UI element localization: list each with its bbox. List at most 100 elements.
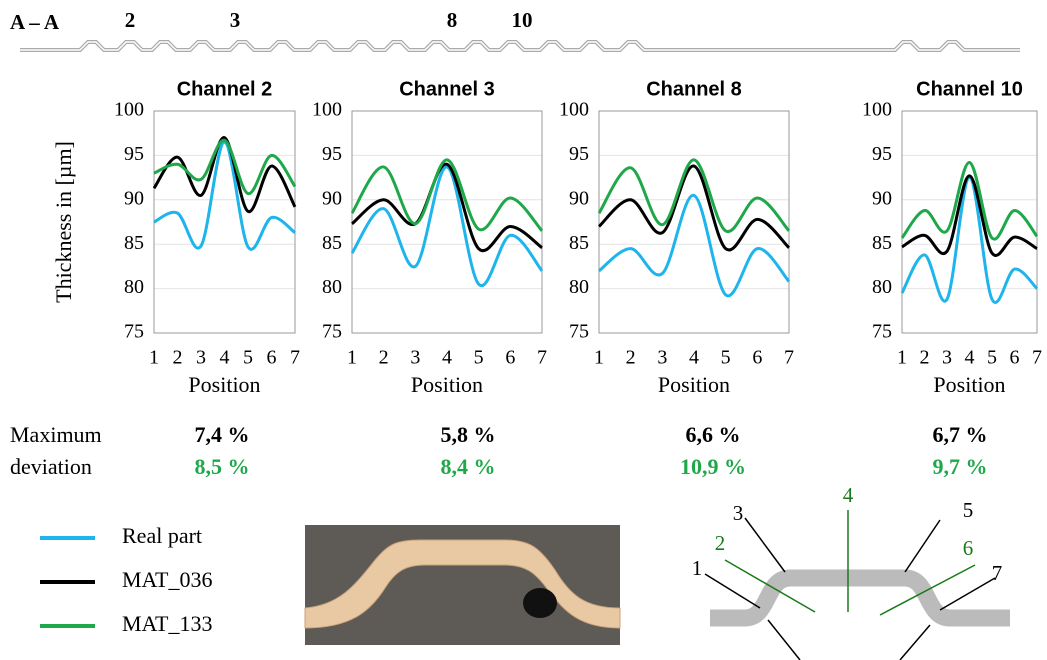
y-tick-label: 100 <box>114 99 144 121</box>
x-tick-label: 1 <box>347 347 357 369</box>
deviation-label: Maximum <box>10 422 102 447</box>
x-tick-label: 6 <box>752 347 762 369</box>
x-tick-label: 7 <box>1032 347 1042 369</box>
y-axis-label: Thickness in [µm] <box>51 141 76 303</box>
y-tick-label: 90 <box>872 187 892 209</box>
legend-label: MAT_133 <box>122 611 212 636</box>
channel-label: 8 <box>447 8 458 32</box>
series-line <box>352 164 542 251</box>
x-tick-label: 5 <box>987 347 997 369</box>
chart-title: Channel 3 <box>399 78 495 100</box>
series-line <box>154 138 295 212</box>
plot-frame <box>352 111 542 333</box>
plot-frame <box>154 111 295 333</box>
deviation-value: 5,8 % <box>441 422 496 447</box>
x-tick-label: 7 <box>784 347 794 369</box>
x-tick-label: 7 <box>537 347 547 369</box>
cross-section <box>710 578 1010 618</box>
position-label: 3 <box>733 501 744 525</box>
y-tick-label: 90 <box>322 187 342 209</box>
series-line <box>902 162 1037 239</box>
deviation-label: deviation <box>10 454 92 479</box>
position-label: 6 <box>963 536 974 560</box>
x-tick-label: 4 <box>965 347 975 369</box>
y-tick-label: 80 <box>322 276 342 298</box>
y-tick-label: 85 <box>124 232 144 254</box>
deviation-value: 10,9 % <box>680 454 746 479</box>
y-tick-label: 85 <box>322 232 342 254</box>
y-tick-label: 95 <box>124 143 144 165</box>
x-axis-label: Position <box>411 372 483 397</box>
x-tick-label: 4 <box>220 347 230 369</box>
deviation-value: 9,7 % <box>933 454 988 479</box>
deviation-value: 8,5 % <box>195 454 250 479</box>
series-line <box>902 178 1037 303</box>
x-tick-label: 2 <box>626 347 636 369</box>
micrograph-void <box>523 588 557 618</box>
position-label: 7 <box>992 561 1003 585</box>
x-axis-label: Position <box>658 372 730 397</box>
y-tick-label: 95 <box>322 143 342 165</box>
x-tick-label: 5 <box>721 347 731 369</box>
x-tick-label: 5 <box>243 347 253 369</box>
legend-label: Real part <box>122 523 202 548</box>
y-tick-label: 75 <box>569 321 589 343</box>
plot-frame <box>902 111 1037 333</box>
channel-label: 3 <box>230 8 241 32</box>
x-tick-label: 3 <box>410 347 420 369</box>
y-tick-label: 80 <box>569 276 589 298</box>
x-tick-label: 4 <box>689 347 699 369</box>
diagram-arrows <box>705 518 995 660</box>
chart-title: Channel 2 <box>177 78 273 100</box>
legend-label: MAT_036 <box>122 567 212 592</box>
y-tick-label: 100 <box>559 99 589 121</box>
position-label: 1 <box>692 556 703 580</box>
figure: A – A 2 3 8 10 Maximum deviation 3 2 1 4… <box>0 0 1047 660</box>
deviation-value: 6,7 % <box>933 422 988 447</box>
x-tick-label: 1 <box>897 347 907 369</box>
y-tick-label: 100 <box>862 99 892 121</box>
x-tick-label: 3 <box>657 347 667 369</box>
y-tick-label: 95 <box>872 143 892 165</box>
y-tick-label: 85 <box>569 232 589 254</box>
series-line <box>902 176 1037 256</box>
x-tick-label: 5 <box>474 347 484 369</box>
position-label: 4 <box>843 483 854 507</box>
deviation-value: 8,4 % <box>441 454 496 479</box>
channel-label: 10 <box>512 8 533 32</box>
y-tick-label: 90 <box>124 187 144 209</box>
x-tick-label: 3 <box>942 347 952 369</box>
plot-frame <box>599 111 789 333</box>
section-label: A – A <box>10 10 60 34</box>
x-tick-label: 1 <box>594 347 604 369</box>
chart-title: Channel 10 <box>916 78 1023 100</box>
x-tick-label: 7 <box>290 347 300 369</box>
position-label: 5 <box>963 498 974 522</box>
x-tick-label: 6 <box>267 347 277 369</box>
deviation-value: 7,4 % <box>195 422 250 447</box>
x-tick-label: 6 <box>505 347 515 369</box>
series-line <box>599 195 789 296</box>
x-tick-label: 6 <box>1010 347 1020 369</box>
chart-title: Channel 8 <box>646 78 742 100</box>
position-label: 2 <box>715 531 726 555</box>
deviation-value: 6,6 % <box>686 422 741 447</box>
x-axis-label: Position <box>933 372 1005 397</box>
x-tick-label: 2 <box>920 347 930 369</box>
y-tick-label: 95 <box>569 143 589 165</box>
y-tick-label: 80 <box>124 276 144 298</box>
channel-label: 2 <box>125 8 136 32</box>
x-tick-label: 2 <box>173 347 183 369</box>
x-tick-label: 4 <box>442 347 452 369</box>
y-tick-label: 85 <box>872 232 892 254</box>
y-tick-label: 75 <box>322 321 342 343</box>
y-tick-label: 75 <box>872 321 892 343</box>
series-line <box>599 166 789 250</box>
series-line <box>352 160 542 231</box>
y-tick-label: 100 <box>312 99 342 121</box>
y-tick-label: 75 <box>124 321 144 343</box>
y-tick-label: 90 <box>569 187 589 209</box>
y-tick-label: 80 <box>872 276 892 298</box>
x-tick-label: 2 <box>379 347 389 369</box>
x-tick-label: 1 <box>149 347 159 369</box>
